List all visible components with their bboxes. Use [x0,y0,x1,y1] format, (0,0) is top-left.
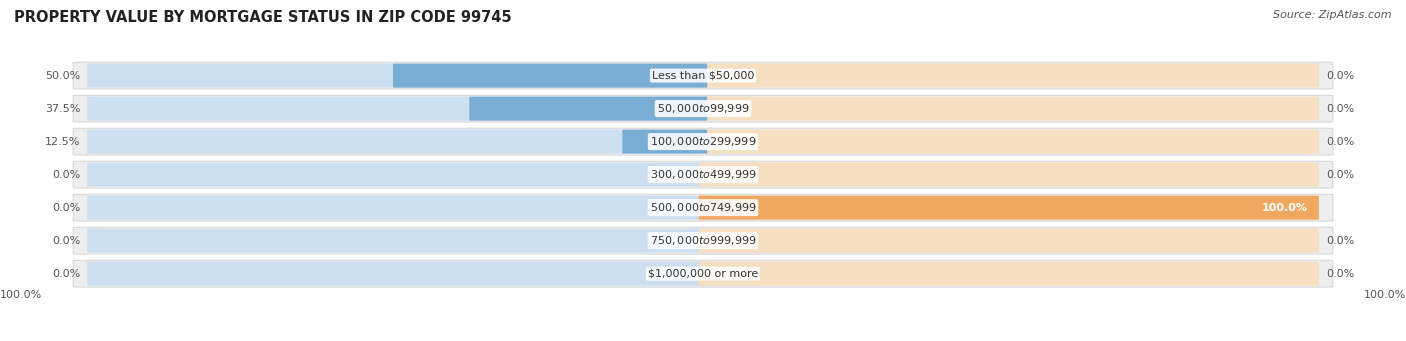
Text: 100.0%: 100.0% [1364,290,1406,300]
FancyBboxPatch shape [73,227,1333,254]
Text: 0.0%: 0.0% [52,269,80,279]
FancyBboxPatch shape [699,229,1319,253]
FancyBboxPatch shape [470,97,707,121]
FancyBboxPatch shape [73,161,1333,188]
FancyBboxPatch shape [699,196,1319,220]
FancyBboxPatch shape [623,130,707,153]
FancyBboxPatch shape [87,262,707,286]
Text: 0.0%: 0.0% [52,236,80,246]
FancyBboxPatch shape [73,95,1333,122]
FancyBboxPatch shape [87,130,707,153]
Text: 0.0%: 0.0% [52,203,80,213]
Text: 12.5%: 12.5% [45,137,80,147]
Text: 100.0%: 100.0% [0,290,42,300]
FancyBboxPatch shape [699,196,1319,220]
FancyBboxPatch shape [87,229,707,253]
Text: $750,000 to $999,999: $750,000 to $999,999 [650,234,756,247]
Text: 0.0%: 0.0% [1326,169,1354,180]
Text: $50,000 to $99,999: $50,000 to $99,999 [657,102,749,115]
FancyBboxPatch shape [87,97,707,121]
FancyBboxPatch shape [699,130,1319,153]
FancyBboxPatch shape [73,128,1333,155]
Text: 0.0%: 0.0% [1326,104,1354,114]
FancyBboxPatch shape [699,262,1319,286]
FancyBboxPatch shape [73,62,1333,89]
FancyBboxPatch shape [699,163,1319,187]
Text: 0.0%: 0.0% [1326,236,1354,246]
Text: PROPERTY VALUE BY MORTGAGE STATUS IN ZIP CODE 99745: PROPERTY VALUE BY MORTGAGE STATUS IN ZIP… [14,10,512,25]
Text: $300,000 to $499,999: $300,000 to $499,999 [650,168,756,181]
FancyBboxPatch shape [87,163,707,187]
FancyBboxPatch shape [699,97,1319,121]
FancyBboxPatch shape [392,64,707,88]
Text: 0.0%: 0.0% [1326,269,1354,279]
FancyBboxPatch shape [699,64,1319,88]
Text: 37.5%: 37.5% [45,104,80,114]
FancyBboxPatch shape [73,194,1333,221]
Text: $1,000,000 or more: $1,000,000 or more [648,269,758,279]
Text: Less than $50,000: Less than $50,000 [652,71,754,80]
FancyBboxPatch shape [73,260,1333,287]
Text: $500,000 to $749,999: $500,000 to $749,999 [650,201,756,214]
FancyBboxPatch shape [87,196,707,220]
Text: 50.0%: 50.0% [45,71,80,80]
Text: 0.0%: 0.0% [52,169,80,180]
Text: $100,000 to $299,999: $100,000 to $299,999 [650,135,756,148]
Text: 100.0%: 100.0% [1261,203,1308,213]
Text: Source: ZipAtlas.com: Source: ZipAtlas.com [1274,10,1392,20]
Text: 0.0%: 0.0% [1326,137,1354,147]
FancyBboxPatch shape [87,64,707,88]
Text: 0.0%: 0.0% [1326,71,1354,80]
